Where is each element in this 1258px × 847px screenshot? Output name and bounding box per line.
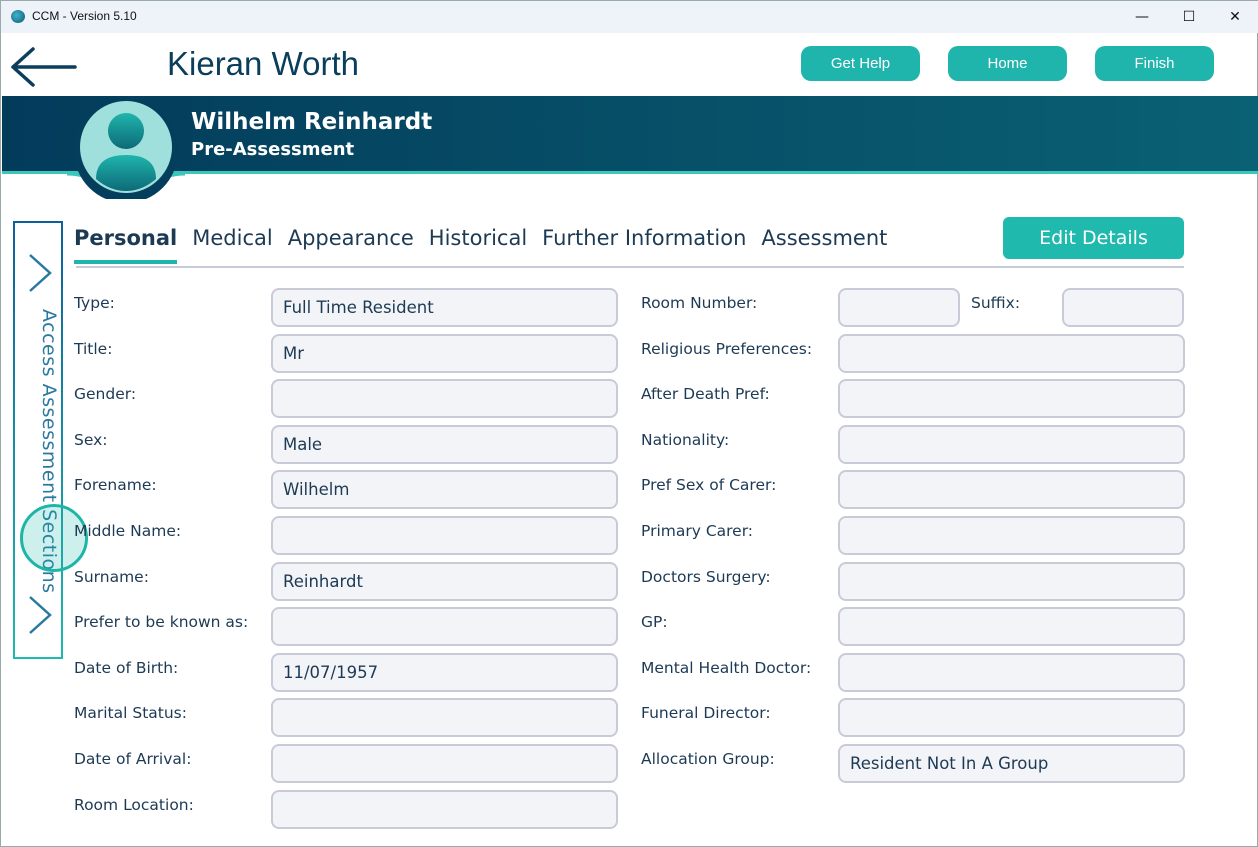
religious-preferences-input[interactable] <box>838 333 1185 373</box>
minimize-button[interactable]: — <box>1135 9 1149 25</box>
field-label: Pref Sex of Carer: <box>641 476 777 495</box>
doctors-surgery-input[interactable] <box>838 561 1185 601</box>
field-label: Date of Birth: <box>74 658 179 677</box>
gp-input[interactable] <box>838 607 1185 647</box>
pref-sex-of-carer-input[interactable] <box>838 470 1185 510</box>
back-arrow-icon[interactable] <box>9 45 77 89</box>
mental-health-doctor-input[interactable] <box>838 652 1185 692</box>
maximize-button[interactable]: ☐ <box>1182 9 1196 25</box>
window-title: CCM - Version 5.10 <box>32 9 137 23</box>
field-label: Doctors Surgery: <box>641 567 771 586</box>
field-label: Religious Preferences: <box>641 339 813 358</box>
gender-input[interactable] <box>271 379 618 419</box>
user-name: Kieran Worth <box>167 45 359 82</box>
title-bar: CCM - Version 5.10 — ☐ ✕ <box>1 1 1258 33</box>
field-label: Primary Carer: <box>641 522 754 540</box>
field-label: Surname: <box>74 567 149 586</box>
tab-personal[interactable]: Personal <box>74 226 178 264</box>
field-label: Allocation Group: <box>641 750 775 768</box>
sex-input[interactable]: Male <box>271 424 618 464</box>
field-label: Funeral Director: <box>641 704 771 723</box>
type-input[interactable]: Full Time Resident <box>271 288 618 327</box>
finish-button[interactable]: Finish <box>1095 46 1214 81</box>
suffix-input[interactable] <box>1062 288 1184 327</box>
date-of-birth-input[interactable]: 11/07/1957 <box>271 652 618 692</box>
field-label: Forename: <box>74 476 157 495</box>
chevron-right-icon[interactable] <box>25 251 55 295</box>
patient-name: Wilhelm Reinhardt <box>191 109 433 135</box>
field-label: Room Location: <box>74 795 194 814</box>
surname-input[interactable]: Reinhardt <box>271 561 618 601</box>
date-of-arrival-input[interactable] <box>271 744 618 783</box>
app-icon <box>11 10 25 23</box>
tab-bar: Personal Medical Appearance Historical F… <box>74 226 902 264</box>
field-label: Title: <box>74 339 113 358</box>
marital-status-input[interactable] <box>271 698 618 738</box>
middle-name-input[interactable] <box>271 516 618 555</box>
field-label: Suffix: <box>971 294 1021 312</box>
field-label: Mental Health Doctor: <box>641 658 812 677</box>
prefer-to-be-known-as-input[interactable] <box>271 607 618 647</box>
close-button[interactable]: ✕ <box>1229 9 1241 25</box>
field-label: Prefer to be known as: <box>74 613 249 632</box>
funeral-director-input[interactable] <box>838 698 1185 738</box>
room-number-input[interactable] <box>838 288 960 327</box>
tab-divider <box>76 266 1184 268</box>
tab-further-information[interactable]: Further Information <box>542 226 747 250</box>
sections-sidebar[interactable] <box>13 221 63 659</box>
field-label: Gender: <box>74 385 137 404</box>
field-label: Date of Arrival: <box>74 750 192 768</box>
patient-banner <box>2 96 1258 174</box>
field-label: Sex: <box>74 430 108 449</box>
get-help-button[interactable]: Get Help <box>801 46 920 81</box>
tab-medical[interactable]: Medical <box>192 226 273 250</box>
after-death-pref-input[interactable] <box>838 379 1185 419</box>
home-button[interactable]: Home <box>948 46 1067 81</box>
nationality-input[interactable] <box>838 424 1185 464</box>
primary-carer-input[interactable] <box>838 516 1185 555</box>
field-label: Nationality: <box>641 430 730 449</box>
tab-historical[interactable]: Historical <box>428 226 528 250</box>
avatar <box>67 99 185 199</box>
edit-details-button[interactable]: Edit Details <box>1003 217 1184 259</box>
field-label: Room Number: <box>641 294 758 312</box>
forename-input[interactable]: Wilhelm <box>271 470 618 510</box>
chevron-right-icon[interactable] <box>25 593 55 637</box>
field-label: Type: <box>74 294 115 312</box>
field-label: GP: <box>641 613 668 632</box>
tab-appearance[interactable]: Appearance <box>287 226 414 250</box>
field-label: Marital Status: <box>74 704 187 723</box>
field-label: Middle Name: <box>74 522 182 540</box>
allocation-group-input[interactable]: Resident Not In A Group <box>838 744 1185 783</box>
assessment-stage: Pre-Assessment <box>191 139 355 160</box>
tab-assessment[interactable]: Assessment <box>761 226 888 250</box>
room-location-input[interactable] <box>271 789 618 829</box>
touch-indicator <box>20 504 88 572</box>
title-input[interactable]: Mr <box>271 333 618 373</box>
field-label: After Death Pref: <box>641 385 770 404</box>
